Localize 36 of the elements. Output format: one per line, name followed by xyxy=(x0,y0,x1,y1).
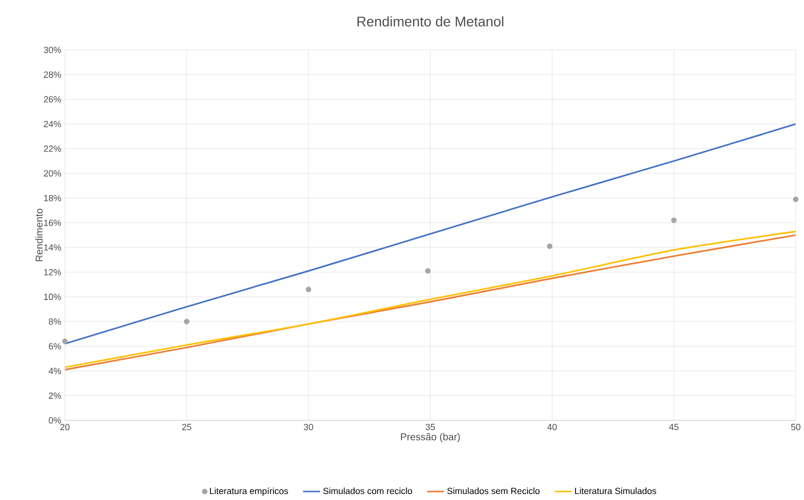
y-tick-label: 10% xyxy=(44,294,62,300)
x-tick-label: 45 xyxy=(669,424,679,430)
y-tick-label: 12% xyxy=(44,269,62,276)
x-tick-label: 50 xyxy=(791,424,800,430)
y-tick-label: 16% xyxy=(44,220,62,226)
x-tick-label: 25 xyxy=(182,424,192,430)
x-tick-label: 30 xyxy=(304,424,314,430)
legend-label: Simulados com reciclo xyxy=(323,488,412,494)
point xyxy=(546,244,552,250)
x-tick-label: 20 xyxy=(60,424,70,430)
y-tick-label: 2% xyxy=(48,392,62,400)
point xyxy=(671,218,677,224)
point xyxy=(184,319,190,325)
point xyxy=(425,268,431,274)
y-tick-label: 4% xyxy=(48,368,62,374)
legend-label: Simulados sem Reciclo xyxy=(447,488,540,494)
y-tick-label: 24% xyxy=(44,121,62,128)
x-axis-title: Pressão (bar) xyxy=(400,433,460,443)
x-tick-label: 35 xyxy=(426,424,435,430)
y-tick-label: 6% xyxy=(48,343,62,350)
legend-label: Literatura empíricos xyxy=(210,488,288,496)
y-tick-label: 18% xyxy=(44,195,62,202)
y-tick-label: 28% xyxy=(44,72,62,78)
point xyxy=(306,286,312,292)
y-tick-label: 26% xyxy=(44,96,62,103)
y-tick-label: 14% xyxy=(44,244,62,251)
y-tick-label: 0% xyxy=(48,417,62,424)
y-axis-title: Rendimento xyxy=(35,208,43,262)
legend-label: Literatura Simulados xyxy=(575,488,656,494)
chart-title: Rendimento de Metanol xyxy=(358,16,504,27)
point xyxy=(62,338,68,344)
x-tick-label: 40 xyxy=(547,424,557,430)
y-tick-label: 20% xyxy=(44,170,62,177)
y-tick-label: 30% xyxy=(44,46,62,54)
y-tick-label: 8% xyxy=(48,318,62,325)
y-tick-label: 22% xyxy=(44,146,62,152)
